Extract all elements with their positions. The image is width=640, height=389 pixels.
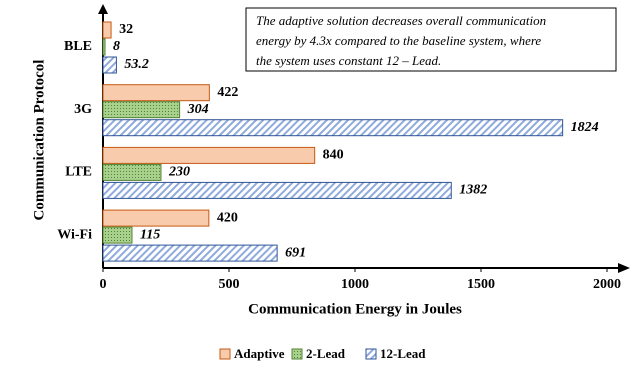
value-label: 420 (217, 210, 238, 225)
y-tick-label: BLE (64, 39, 92, 54)
value-label: 32 (119, 22, 133, 37)
bar (102, 226, 133, 244)
legend-label: 2-Lead (306, 346, 346, 361)
value-label: 691 (285, 245, 306, 260)
axis-arrow (98, 4, 108, 14)
value-label: 304 (187, 102, 209, 117)
bar (102, 38, 106, 56)
value-label: 53.2 (124, 57, 149, 72)
value-label: 1382 (459, 183, 487, 198)
x-tick-label: 1000 (341, 277, 369, 292)
bar (102, 209, 210, 227)
y-axis-title: Communication Protocol (31, 60, 47, 221)
y-tick-label: Wi-Fi (57, 227, 92, 242)
legend-label: 12-Lead (380, 346, 426, 361)
bar (102, 181, 452, 199)
legend-swatch (291, 348, 303, 360)
bar (102, 146, 316, 164)
legend-label: Adaptive (234, 346, 285, 361)
bar (102, 163, 162, 181)
bar (102, 119, 564, 137)
x-tick-label: 0 (100, 277, 107, 292)
x-tick-label: 2000 (593, 277, 621, 292)
axis-arrow (618, 263, 630, 273)
x-tick-label: 500 (219, 277, 240, 292)
value-label: 422 (217, 85, 238, 100)
value-label: 840 (323, 148, 344, 163)
value-label: 1824 (571, 120, 599, 135)
annotation: energy by 4.3x compared to the baseline … (256, 33, 541, 48)
y-tick-label: LTE (65, 165, 92, 180)
value-label: 230 (168, 165, 190, 180)
bar (102, 244, 278, 262)
bar (102, 84, 210, 102)
bar (102, 101, 181, 119)
annotation: The adaptive solution decreases overall … (256, 13, 546, 28)
annotation: the system uses constant 12 – Lead. (256, 53, 441, 68)
x-axis-title: Communication Energy in Joules (248, 301, 462, 317)
y-tick-label: 3G (74, 102, 92, 117)
legend-swatch (219, 348, 231, 360)
annotation-box (245, 7, 617, 72)
value-label: 115 (140, 227, 160, 242)
legend-swatch (365, 348, 377, 360)
bar (102, 56, 117, 74)
x-tick-label: 1500 (467, 277, 495, 292)
value-label: 8 (113, 39, 120, 54)
bar (102, 21, 112, 39)
